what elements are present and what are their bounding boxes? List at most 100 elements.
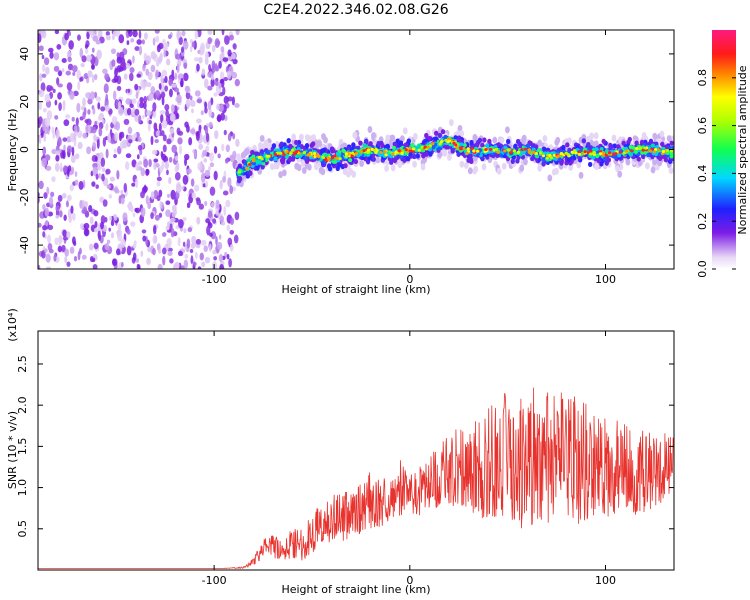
noise-blob	[155, 35, 160, 43]
noise-blob	[146, 257, 151, 266]
noise-blob	[218, 234, 222, 240]
noise-blob	[91, 74, 95, 83]
noise-blob	[59, 167, 64, 172]
noise-blob	[114, 189, 120, 194]
ridge-blob	[593, 132, 599, 140]
ridge-blob	[559, 152, 564, 156]
noise-blob	[163, 49, 167, 58]
noise-blob	[223, 95, 229, 105]
noise-blob	[166, 138, 172, 145]
noise-blob	[185, 91, 191, 100]
ridge-blob	[352, 131, 358, 139]
noise-blob	[190, 242, 196, 249]
noise-blob	[166, 193, 171, 198]
ridge-blob	[424, 132, 429, 139]
ridge-blob	[390, 164, 396, 172]
noise-blob	[219, 71, 225, 81]
noise-blob	[184, 245, 188, 251]
ridge-blob	[462, 143, 467, 148]
ridge-blob	[273, 157, 278, 162]
noise-blob	[171, 83, 177, 88]
ridge-blob	[617, 153, 622, 158]
ridge-blob	[308, 148, 313, 153]
ridge-blob	[576, 161, 582, 169]
ridge-blob	[525, 143, 530, 148]
ridge-blob	[469, 158, 474, 165]
noise-blob	[209, 232, 213, 237]
ridge-blob	[473, 165, 479, 173]
noise-blob	[41, 30, 47, 39]
noise-blob	[132, 55, 135, 64]
ridge-blob	[417, 148, 421, 152]
noise-blob	[69, 184, 74, 192]
noise-blob	[181, 185, 185, 190]
ridge-blob	[427, 135, 432, 142]
noise-blob	[162, 134, 167, 142]
colorbar-tick-label: 0.0	[696, 260, 709, 278]
noise-blob	[174, 72, 178, 80]
ridge-blob	[315, 153, 320, 157]
ridge-blob	[625, 158, 631, 166]
y-tick-label: 0	[18, 146, 31, 153]
noise-blob	[215, 210, 219, 216]
noise-blob	[165, 109, 169, 118]
noise-blob	[200, 110, 204, 116]
noise-blob	[229, 185, 234, 195]
noise-blob	[54, 237, 59, 246]
noise-blob	[223, 129, 227, 136]
ridge-blob	[366, 151, 370, 155]
noise-blob	[228, 258, 232, 268]
noise-blob	[105, 31, 111, 36]
ridge-blob	[669, 140, 674, 146]
noise-blob	[87, 70, 93, 78]
noise-blob	[183, 72, 189, 82]
noise-blob	[102, 68, 108, 75]
noise-blob	[93, 134, 97, 142]
ridge-blob	[602, 156, 607, 161]
noise-blob	[97, 115, 102, 121]
ridge-blob	[423, 145, 427, 149]
noise-blob	[148, 158, 152, 168]
noise-blob	[164, 103, 170, 111]
noise-blob	[112, 30, 118, 37]
noise-blob	[206, 225, 211, 236]
ridge-blob	[383, 150, 387, 154]
noise-blob	[38, 102, 43, 111]
noise-blob	[152, 108, 157, 119]
ridge-blob	[392, 141, 398, 147]
noise-blob	[175, 155, 179, 161]
x-tick-label: 100	[595, 574, 616, 587]
ridge-blob	[622, 151, 626, 155]
ridge-blob	[455, 146, 459, 150]
noise-blob	[58, 102, 62, 112]
noise-blob	[203, 245, 209, 252]
noise-blob	[194, 30, 199, 40]
ridge-blob	[404, 148, 408, 152]
noise-blob	[101, 118, 105, 124]
ridge-blob	[650, 143, 655, 148]
ridge-blob	[547, 174, 553, 182]
noise-blob	[202, 174, 206, 179]
noise-blob	[53, 65, 60, 72]
ridge-blob	[342, 168, 348, 176]
noise-blob	[72, 71, 76, 76]
noise-blob	[85, 92, 90, 99]
noise-blob	[143, 185, 148, 193]
noise-blob	[167, 250, 173, 256]
noise-blob	[57, 136, 62, 147]
noise-blob	[38, 116, 43, 125]
noise-blob	[158, 189, 163, 198]
ridge-blob	[333, 154, 337, 158]
ridge-blob	[248, 162, 252, 166]
ridge-blob	[503, 145, 508, 150]
noise-blob	[228, 34, 234, 41]
noise-blob	[225, 199, 231, 208]
ridge-blob	[408, 146, 412, 150]
noise-blob	[235, 30, 240, 36]
noise-blob	[57, 92, 62, 100]
ridge-blob	[646, 153, 651, 158]
noise-blob	[196, 63, 200, 72]
noise-blob	[150, 212, 154, 220]
ridge-blob	[411, 149, 415, 153]
noise-blob	[75, 117, 79, 126]
